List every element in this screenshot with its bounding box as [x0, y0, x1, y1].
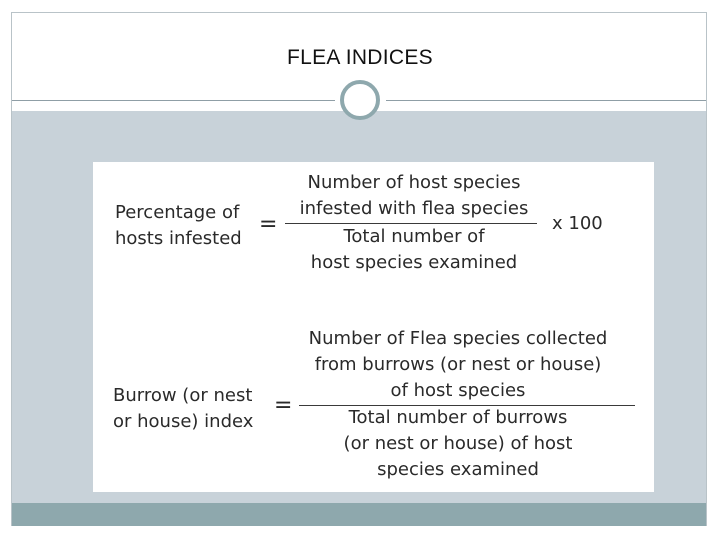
formula1-equals: =	[259, 212, 278, 237]
formula2-numerator-line3: of host species	[390, 380, 526, 401]
formula2-equals: =	[274, 393, 293, 418]
formula1-denominator-line2: host species examined	[310, 252, 518, 273]
formula2-fraction-bar	[299, 405, 635, 406]
formula-image: Percentage of hosts infested = Number of…	[93, 162, 654, 492]
formula1-lhs-line1: Percentage of	[115, 202, 240, 223]
formula1-fraction-bar	[285, 223, 537, 224]
formula2-lhs-line1: Burrow (or nest	[113, 385, 253, 406]
formula2-numerator-line1: Number of Flea species collected	[308, 328, 608, 349]
formula1-denominator-line1: Total number of	[343, 226, 485, 247]
footer-bar	[12, 503, 706, 526]
divider-circle-ornament	[340, 80, 380, 120]
formula1-multiplier: x 100	[552, 213, 603, 234]
formula2-lhs-line2: or house) index	[113, 411, 254, 432]
formula2-denominator-line1: Total number of burrows	[348, 407, 568, 428]
title-divider-left	[12, 100, 335, 101]
formula1-lhs-line2: hosts infested	[115, 228, 242, 249]
formula2-denominator-line3: species examined	[377, 459, 539, 480]
title-divider-right	[386, 100, 706, 101]
slide-title: FLEA INDICES	[287, 46, 433, 69]
formula2-denominator-line2: (or nest or house) of host	[343, 433, 573, 454]
formula1-numerator-line2: infested with flea species	[299, 198, 529, 219]
formula2-numerator-line2: from burrows (or nest or house)	[314, 354, 602, 375]
formula1-numerator-line1: Number of host species	[307, 172, 521, 193]
